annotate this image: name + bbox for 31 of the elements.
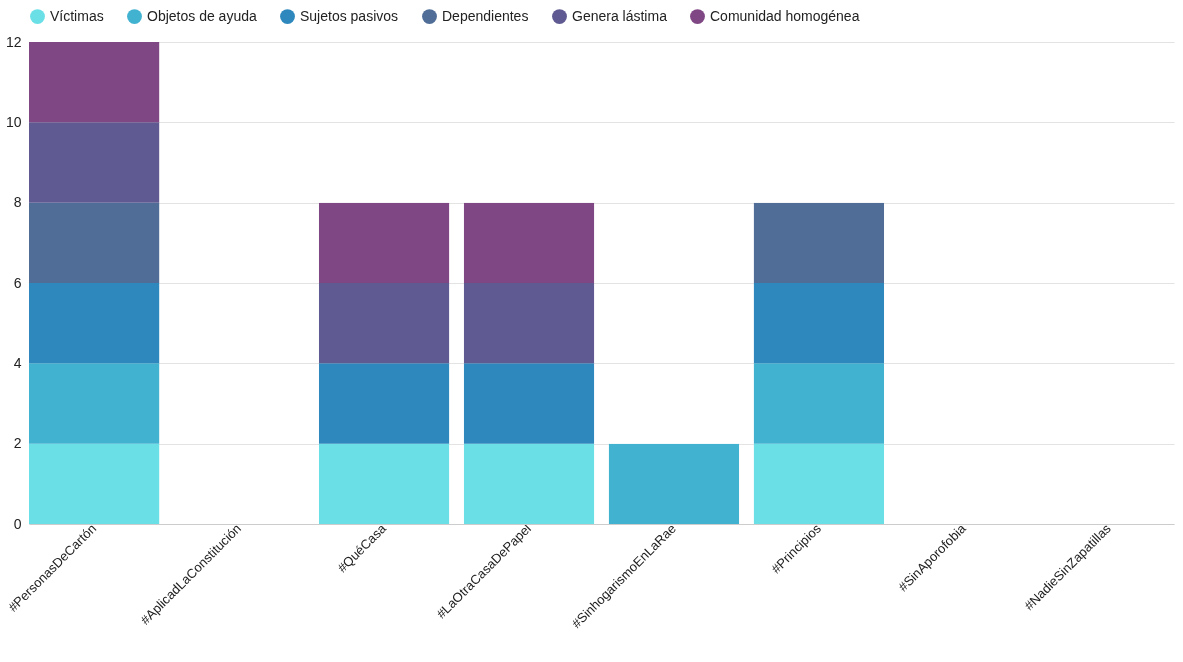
- y-tick-label: 6: [13, 274, 22, 291]
- legend-label: Dependientes: [442, 7, 529, 24]
- bar: [29, 202, 160, 283]
- legend-label: Comunidad homogénea: [710, 7, 860, 24]
- legend-label: Sujetos pasivos: [300, 7, 399, 24]
- bar: [29, 122, 160, 203]
- y-tick-label: 8: [13, 194, 22, 211]
- bar: [753, 202, 885, 283]
- y-tick-label: 10: [5, 113, 22, 130]
- bar: [463, 443, 595, 524]
- legend-label: Genera lástima: [572, 7, 668, 24]
- y-tick-label: 12: [5, 33, 22, 50]
- bar: [463, 363, 595, 444]
- y-tick-label: 4: [13, 354, 22, 371]
- bar: [463, 202, 595, 283]
- bar: [608, 443, 740, 524]
- bar: [318, 363, 450, 444]
- bar: [753, 363, 885, 444]
- bar: [29, 363, 160, 444]
- legend-label: Objetos de ayuda: [147, 7, 257, 24]
- bar: [463, 283, 595, 364]
- bar: [318, 202, 450, 283]
- bar: [29, 283, 160, 364]
- legend-label: Víctimas: [50, 7, 104, 24]
- bar: [29, 42, 160, 123]
- bar: [318, 443, 450, 524]
- bar: [318, 283, 450, 364]
- bar: [753, 443, 885, 524]
- y-tick-label: 2: [13, 435, 22, 452]
- bar: [753, 283, 885, 364]
- bar: [29, 443, 160, 524]
